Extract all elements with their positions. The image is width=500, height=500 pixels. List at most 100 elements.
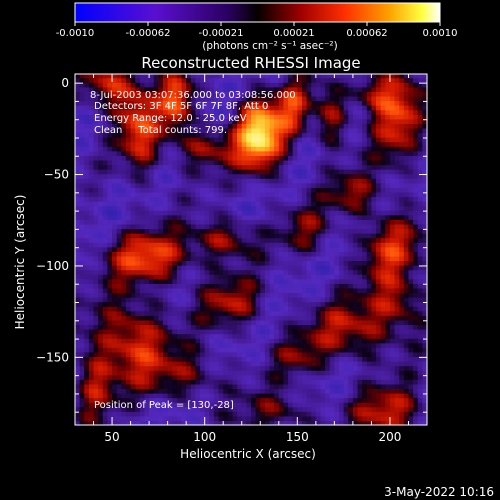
heatmap-cell bbox=[348, 150, 354, 156]
heatmap-cell bbox=[204, 228, 210, 234]
heatmap-cell bbox=[181, 173, 187, 179]
heatmap-cell bbox=[320, 86, 326, 92]
heatmap-cell bbox=[352, 393, 359, 399]
heatmap-cell bbox=[292, 283, 298, 289]
heatmap-cell bbox=[241, 214, 247, 220]
heatmap-cell bbox=[209, 77, 215, 83]
heatmap-cell bbox=[306, 324, 312, 330]
heatmap-cell bbox=[297, 219, 303, 225]
heatmap-cell bbox=[264, 187, 271, 193]
heatmap-cell bbox=[264, 379, 271, 385]
heatmap-cell bbox=[149, 374, 155, 380]
heatmap-cell bbox=[357, 77, 363, 83]
heatmap-cell bbox=[139, 374, 146, 380]
heatmap-cell bbox=[186, 123, 192, 129]
heatmap-cell bbox=[339, 402, 345, 408]
heatmap-cell bbox=[348, 237, 354, 243]
heatmap-cell bbox=[260, 178, 266, 184]
heatmap-cell bbox=[329, 310, 335, 316]
heatmap-cell bbox=[200, 169, 206, 175]
heatmap-cell bbox=[153, 164, 159, 170]
heatmap-cell bbox=[255, 100, 261, 106]
heatmap-cell bbox=[278, 155, 285, 161]
heatmap-cell bbox=[320, 338, 326, 344]
heatmap-cell bbox=[181, 333, 187, 339]
heatmap-cell bbox=[232, 82, 238, 88]
heatmap-cell bbox=[223, 283, 229, 289]
heatmap-cell bbox=[93, 393, 99, 399]
heatmap-cell bbox=[301, 397, 308, 403]
heatmap-cell bbox=[158, 205, 164, 211]
heatmap-cell bbox=[116, 370, 122, 376]
heatmap-cell bbox=[75, 191, 81, 198]
heatmap-cell bbox=[102, 383, 109, 390]
heatmap-cell bbox=[288, 201, 294, 207]
heatmap-cell bbox=[167, 246, 173, 252]
heatmap-cell bbox=[130, 402, 136, 408]
heatmap-cell bbox=[278, 223, 285, 230]
heatmap-cell bbox=[315, 210, 322, 216]
heatmap-cell bbox=[320, 169, 326, 175]
heatmap-cell bbox=[223, 269, 229, 275]
heatmap-cell bbox=[223, 223, 229, 230]
heatmap-cell bbox=[93, 82, 99, 88]
heatmap-cell bbox=[251, 351, 257, 358]
heatmap-cell bbox=[121, 82, 127, 88]
heatmap-cell bbox=[121, 415, 127, 422]
heatmap-cell bbox=[255, 260, 261, 266]
heatmap-cell bbox=[241, 118, 247, 124]
heatmap-cell bbox=[176, 329, 183, 335]
heatmap-cell bbox=[149, 182, 155, 188]
heatmap-cell bbox=[306, 100, 312, 106]
heatmap-cell bbox=[93, 191, 99, 198]
heatmap-cell bbox=[172, 265, 178, 271]
heatmap-cell bbox=[172, 141, 178, 147]
heatmap-cell bbox=[232, 155, 238, 161]
heatmap-cell bbox=[297, 278, 303, 284]
heatmap-cell bbox=[102, 205, 109, 211]
heatmap-cell bbox=[112, 118, 118, 124]
heatmap-cell bbox=[125, 182, 132, 188]
heatmap-cell bbox=[121, 187, 127, 193]
heatmap-cell bbox=[158, 187, 164, 193]
heatmap-cell bbox=[149, 123, 155, 129]
heatmap-cell bbox=[79, 196, 85, 202]
heatmap-cell bbox=[139, 74, 146, 79]
heatmap-cell bbox=[366, 159, 373, 166]
heatmap-cell bbox=[264, 214, 271, 220]
heatmap-cell bbox=[260, 388, 266, 394]
heatmap-cell bbox=[79, 292, 85, 298]
heatmap-cell bbox=[186, 114, 192, 120]
heatmap-cell bbox=[352, 141, 359, 147]
heatmap-cell bbox=[232, 178, 238, 184]
heatmap-cell bbox=[213, 351, 220, 358]
heatmap-cell bbox=[181, 127, 187, 134]
heatmap-cell bbox=[255, 342, 261, 348]
heatmap-cell bbox=[278, 178, 285, 184]
heatmap-cell bbox=[241, 324, 247, 330]
heatmap-cell bbox=[297, 415, 303, 422]
heatmap-cell bbox=[172, 361, 178, 367]
heatmap-cell bbox=[84, 274, 90, 280]
heatmap-cell bbox=[121, 233, 127, 239]
heatmap-cell bbox=[79, 297, 85, 303]
heatmap-cell bbox=[116, 397, 122, 403]
heatmap-cell bbox=[125, 306, 132, 312]
heatmap-cell bbox=[352, 306, 359, 312]
heatmap-cell bbox=[75, 338, 81, 344]
heatmap-cell bbox=[334, 141, 340, 147]
heatmap-cell bbox=[79, 283, 85, 289]
heatmap-cell bbox=[339, 365, 345, 371]
heatmap-cell bbox=[218, 127, 224, 134]
heatmap-cell bbox=[320, 260, 326, 266]
heatmap-cell bbox=[343, 251, 349, 257]
heatmap-cell bbox=[232, 173, 238, 179]
heatmap-cell bbox=[227, 338, 234, 344]
heatmap-cell bbox=[343, 178, 349, 184]
heatmap-cell bbox=[200, 91, 206, 97]
heatmap-cell bbox=[255, 77, 261, 83]
heatmap-cell bbox=[209, 169, 215, 175]
heatmap-cell bbox=[75, 132, 81, 138]
heatmap-cell bbox=[311, 237, 317, 243]
heatmap-cell bbox=[292, 182, 298, 188]
